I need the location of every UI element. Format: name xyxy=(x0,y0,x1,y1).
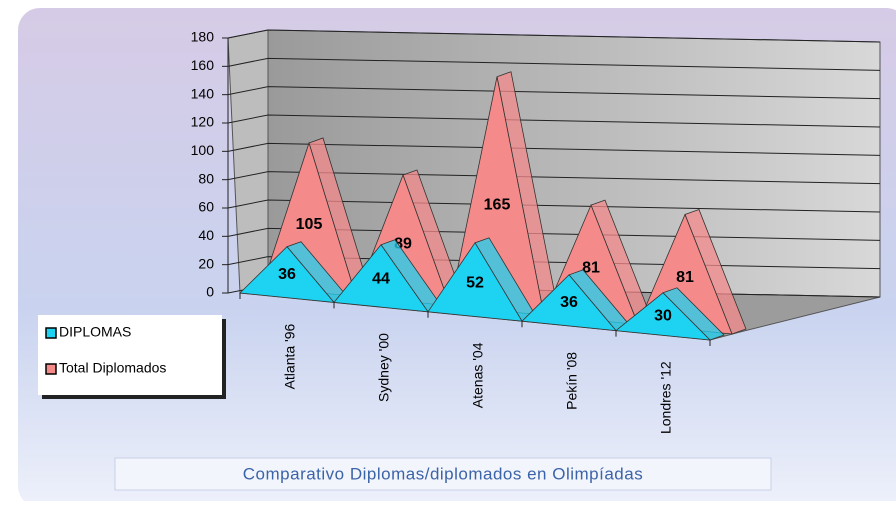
y-tick-label: 80 xyxy=(198,170,214,186)
pyramid-front xyxy=(333,244,429,313)
value-label: 30 xyxy=(654,307,672,324)
value-label: 105 xyxy=(296,216,323,233)
grid-line xyxy=(227,114,881,128)
legend-swatch xyxy=(45,327,57,339)
grid-line xyxy=(227,57,881,71)
y-tick-label: 40 xyxy=(198,227,214,243)
pyramid-front xyxy=(239,246,335,303)
value-label: 81 xyxy=(676,269,694,286)
grid-line xyxy=(227,142,881,156)
caption: Comparativo Diplomas/diplomados en Olimp… xyxy=(243,464,643,483)
pyramid-front xyxy=(427,242,523,322)
x-tick-label: Londres '12 xyxy=(658,361,674,434)
grid-line xyxy=(227,86,881,100)
value-label: 81 xyxy=(582,259,600,276)
y-tick-label: 100 xyxy=(191,142,215,158)
pyramid xyxy=(239,241,349,303)
y-tick-label: 160 xyxy=(191,57,215,73)
value-label: 36 xyxy=(278,266,296,283)
grid-line xyxy=(227,171,881,185)
pyramid xyxy=(614,287,725,341)
y-tick-label: 140 xyxy=(191,85,215,101)
value-label: 165 xyxy=(484,197,511,214)
grid-line xyxy=(227,199,881,213)
x-tick-label: Pekín '08 xyxy=(564,352,580,410)
legend-swatch xyxy=(45,363,57,375)
y-tick-label: 60 xyxy=(198,199,214,215)
caption-box xyxy=(114,457,772,491)
value-label: 52 xyxy=(466,275,484,292)
pyramid-front xyxy=(521,274,617,332)
y-tick-label: 120 xyxy=(191,114,215,130)
legend-label: DIPLOMAS xyxy=(59,324,131,340)
grid-line xyxy=(227,29,881,43)
x-tick-label: Atenas '04 xyxy=(470,342,486,408)
pyramid xyxy=(521,269,631,332)
value-label: 36 xyxy=(560,294,578,311)
x-tick-label: Atlanta '96 xyxy=(282,323,298,389)
y-tick-label: 180 xyxy=(191,29,215,45)
y-tick-label: 0 xyxy=(206,284,214,300)
pyramid-front xyxy=(614,292,712,341)
legend-label: Total Diplomados xyxy=(59,360,166,376)
x-tick-label: Sydney '00 xyxy=(376,333,392,402)
value-label: 44 xyxy=(372,270,390,287)
y-tick-label: 20 xyxy=(198,255,214,271)
legend-box xyxy=(38,315,222,395)
